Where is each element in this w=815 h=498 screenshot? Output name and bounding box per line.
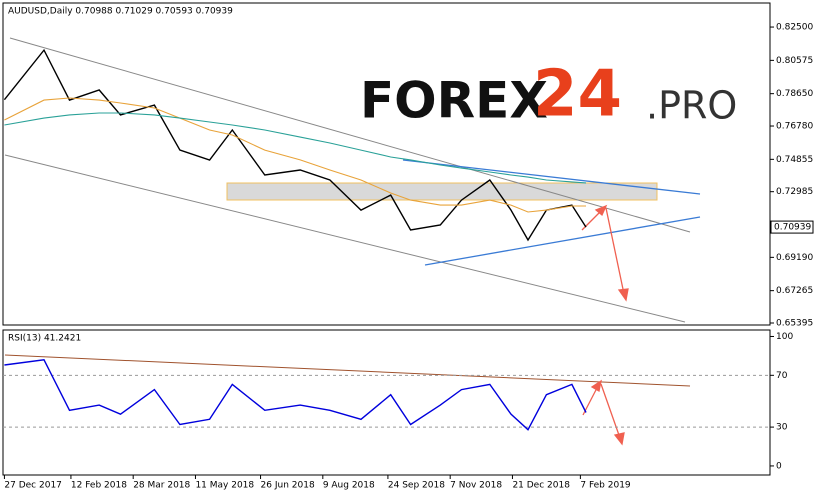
y-tick-label: 0.65395 (776, 319, 813, 329)
rsi-panel (2, 329, 771, 476)
x-tick-label: 11 May 2018 (195, 481, 254, 491)
x-tick-label: 26 Jun 2018 (261, 481, 315, 491)
y-tick-label: 0.72985 (776, 187, 813, 197)
channel-line (9, 37, 691, 233)
price-panel (2, 2, 771, 326)
rsi-title: RSI(13) 41.2421 (8, 334, 81, 344)
x-tick-label: 12 Feb 2018 (71, 481, 127, 491)
y-tick-label: 0 (776, 461, 782, 471)
y-tick-label: 0.82500 (776, 23, 813, 33)
series-line (4, 359, 587, 431)
x-tick-label: 7 Feb 2019 (580, 481, 631, 491)
x-tick-label: 27 Dec 2017 (4, 481, 62, 491)
x-tick-label: 9 Aug 2018 (323, 481, 375, 491)
x-tick-label: 28 Mar 2018 (133, 481, 190, 491)
y-tick-label: 70 (776, 371, 788, 381)
series-line (3, 48, 587, 242)
y-tick-label: 0.78650 (776, 89, 813, 99)
y-tick-label: 0.67265 (776, 286, 813, 296)
logo-suffix: .PRO (646, 84, 737, 128)
x-tick-label: 24 Sep 2018 (388, 481, 445, 491)
last-price-box (770, 220, 814, 234)
trend-line (424, 216, 701, 266)
y-tick-label: 0.74855 (776, 155, 813, 165)
y-tick-label: 0.69190 (776, 253, 813, 263)
x-tick-label: 21 Dec 2018 (512, 481, 570, 491)
y-tick-label: 0.76780 (776, 122, 813, 132)
trend-line (402, 159, 701, 195)
price-title: AUDUSD,Daily 0.70988 0.71029 0.70593 0.7… (8, 7, 233, 17)
series-line (4, 112, 587, 184)
logo-main: FOREX (360, 72, 548, 130)
y-tick-label: 30 (776, 423, 788, 433)
y-tick-label: 100 (776, 332, 793, 342)
resistance-zone (226, 182, 658, 201)
y-tick-label: 0.80575 (776, 56, 813, 66)
x-tick-label: 7 Nov 2018 (450, 481, 502, 491)
last-price-label: 0.70939 (774, 223, 811, 233)
logo-number: 24 (533, 58, 622, 132)
rsi-trend-line (4, 354, 691, 387)
series-line (4, 97, 586, 213)
channel-line (4, 154, 686, 323)
